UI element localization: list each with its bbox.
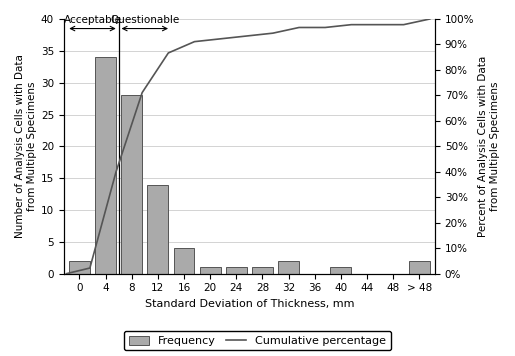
Bar — [121, 95, 142, 274]
Bar — [278, 261, 299, 274]
Text: Acceptable: Acceptable — [63, 15, 122, 25]
Bar — [69, 261, 90, 274]
Legend: Frequency, Cumulative percentage: Frequency, Cumulative percentage — [124, 331, 391, 350]
Bar — [147, 184, 168, 274]
Bar — [409, 261, 430, 274]
Y-axis label: Percent of Analysis Cells with Data
from Multiple Specimens: Percent of Analysis Cells with Data from… — [478, 56, 500, 237]
X-axis label: Standard Deviation of Thickness, mm: Standard Deviation of Thickness, mm — [145, 299, 354, 309]
Bar — [331, 267, 351, 274]
Text: Questionable: Questionable — [110, 15, 179, 25]
Bar — [95, 57, 116, 274]
Y-axis label: Number of Analysis Cells with Data
from Multiple Specimens: Number of Analysis Cells with Data from … — [15, 54, 37, 238]
Bar — [200, 267, 220, 274]
Bar — [252, 267, 273, 274]
Bar — [226, 267, 247, 274]
Bar — [174, 248, 195, 274]
